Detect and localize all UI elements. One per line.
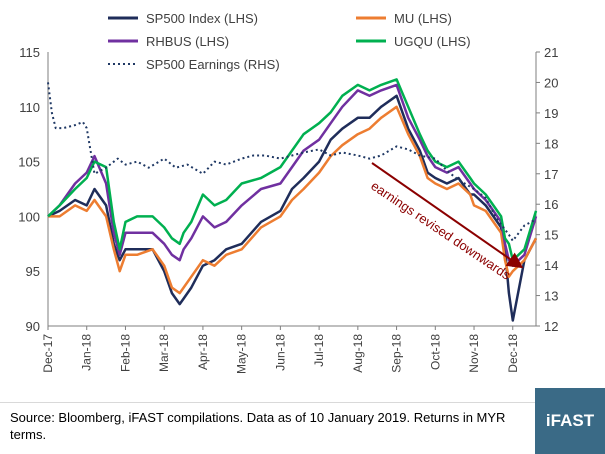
right-tick-label: 15 — [544, 228, 558, 243]
right-tick-label: 21 — [544, 45, 558, 60]
right-tick-label: 12 — [544, 319, 558, 334]
left-axis-ticks: 90 95 100 105 110 115 — [18, 45, 40, 334]
x-axis-ticks: Dec-17 Jan-18 Feb-18 Mar-18 Apr-18 May-18 Jun-… — [41, 326, 520, 374]
x-tick-label: Jan-18 — [80, 334, 94, 371]
x-tick-label: May-18 — [235, 334, 249, 374]
right-tick-label: 18 — [544, 136, 558, 151]
legend-label: RHBUS (LHS) — [146, 34, 229, 49]
x-tick-label: Jul-18 — [312, 334, 326, 367]
x-tick-label: Dec-18 — [506, 334, 520, 373]
x-tick-label: Sep-18 — [390, 334, 404, 373]
x-tick-label: Apr-18 — [196, 334, 210, 370]
legend-label: SP500 Index (LHS) — [146, 11, 258, 26]
x-tick-label: Dec-17 — [41, 334, 55, 373]
left-tick-label: 100 — [18, 209, 40, 224]
source-note: Source: Bloomberg, iFAST compilations. D… — [0, 402, 535, 454]
annotation-text: earnings revised downwards — [368, 178, 513, 283]
x-tick-label: Jun-18 — [273, 334, 287, 371]
annotation-arrow — [371, 162, 524, 269]
x-tick-label: Aug-18 — [351, 334, 365, 373]
right-tick-label: 19 — [544, 106, 558, 121]
series-line — [48, 105, 538, 295]
left-tick-label: 105 — [18, 155, 40, 170]
left-tick-label: 110 — [19, 100, 40, 115]
axes — [47, 52, 537, 327]
left-tick-label: 95 — [26, 264, 40, 279]
legend: SP500 Index (LHS) MU (LHS) RHBUS (LHS) UGQU… — [108, 11, 471, 72]
right-axis-ticks: 12 13 14 15 16 17 18 19 20 21 — [536, 45, 558, 334]
x-tick-label: Mar-18 — [157, 334, 171, 372]
legend-label: MU (LHS) — [394, 11, 452, 26]
series-line — [47, 82, 537, 242]
legend-label: UGQU (LHS) — [394, 34, 471, 49]
right-tick-label: 16 — [544, 197, 558, 212]
right-tick-label: 13 — [544, 289, 558, 304]
legend-label: SP500 Earnings (RHS) — [146, 57, 280, 72]
left-tick-label: 115 — [19, 45, 40, 60]
ifast-logo: iFAST — [535, 388, 605, 454]
series-line — [47, 78, 538, 262]
x-tick-label: Oct-18 — [428, 334, 442, 370]
right-tick-label: 17 — [544, 167, 558, 182]
series-line — [47, 94, 538, 322]
x-tick-label: Nov-18 — [467, 334, 481, 373]
x-tick-label: Feb-18 — [118, 334, 132, 372]
right-tick-label: 14 — [544, 258, 558, 273]
series-lines — [47, 78, 538, 322]
left-tick-label: 90 — [26, 319, 40, 334]
series-line — [47, 83, 538, 267]
right-tick-label: 20 — [544, 75, 558, 90]
